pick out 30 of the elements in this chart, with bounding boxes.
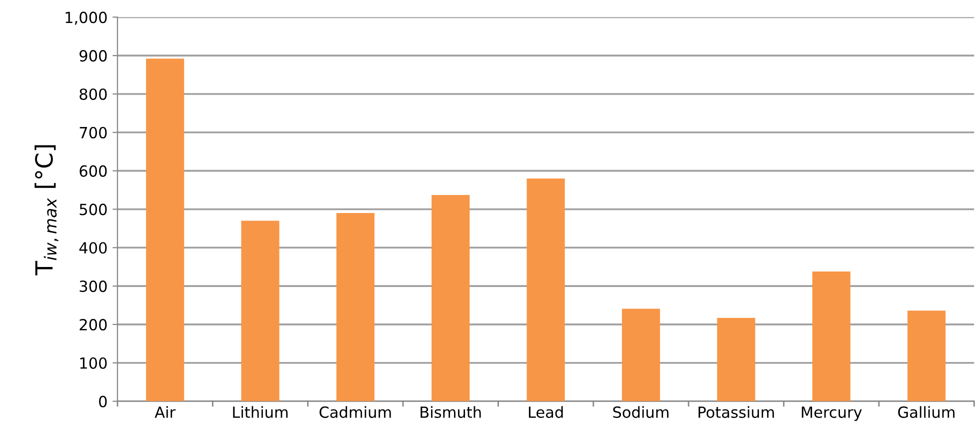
y-tick-label: 700 (80, 126, 107, 138)
y-tick-label: 600 (80, 165, 107, 177)
x-tick-label: Air (154, 406, 176, 418)
y-tick-label: 800 (80, 88, 107, 100)
bar (907, 310, 946, 402)
bar (622, 308, 660, 402)
y-axis-title: T$_{iw,max}$ [°C] (34, 145, 58, 276)
x-tick-label: Lithium (233, 406, 288, 418)
x-tick-label: Bismuth (420, 406, 481, 418)
x-tick-label: Sodium (613, 406, 668, 418)
y-tick-label: 900 (80, 50, 107, 62)
bar (717, 318, 756, 402)
y-tick-label: 500 (80, 204, 107, 216)
y-tick-label: 1,000 (66, 12, 107, 25)
y-tick-label: 400 (79, 242, 107, 254)
bar (812, 271, 850, 402)
bar (336, 213, 374, 402)
x-tick-label: Lead (528, 406, 563, 418)
y-tick-label: 300 (80, 280, 107, 292)
x-tick-label: Gallium (898, 406, 954, 418)
x-tick-label: Cadmium (320, 406, 391, 418)
bar (432, 195, 470, 402)
bar (241, 220, 280, 402)
y-tick-label: 200 (80, 318, 107, 330)
x-tick-label: Mercury (802, 406, 862, 421)
bar (526, 178, 565, 402)
bar (146, 58, 184, 402)
x-tick-label: Potassium (698, 406, 774, 418)
y-tick-label: 0 (99, 396, 107, 408)
y-tick-label: 100 (80, 357, 107, 369)
